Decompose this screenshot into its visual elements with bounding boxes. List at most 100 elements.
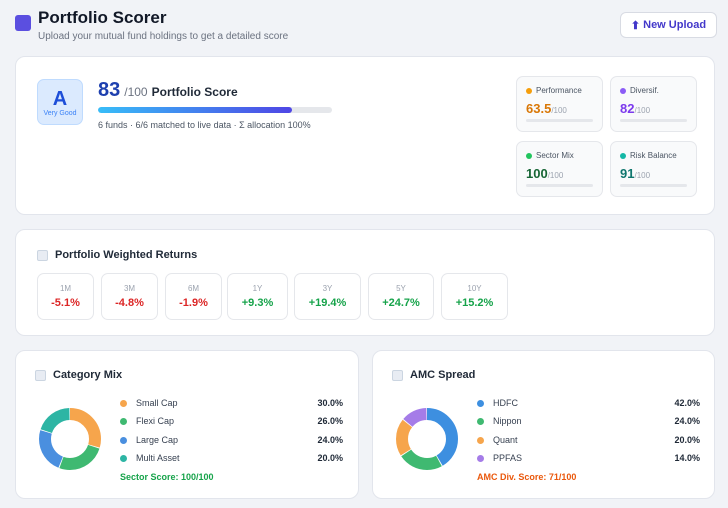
legend-row: Quant 20.0%	[477, 433, 700, 447]
return-value: +19.4%	[308, 297, 347, 309]
metric-label: Risk Balance	[630, 151, 677, 160]
app-header: Portfolio Scorer Upload your mutual fund…	[15, 8, 717, 48]
metric-bar	[620, 119, 687, 122]
legend-row: Multi Asset 20.0%	[120, 451, 343, 465]
metric-dot-icon	[526, 87, 532, 94]
returns-card: Portfolio Weighted Returns 1M -5.1% 3M -…	[15, 229, 715, 336]
metric-dot-icon	[620, 87, 626, 94]
score-card: A Very Good 83 /100 Portfolio Score 6 fu…	[15, 56, 715, 215]
amc-slice-quant	[396, 408, 458, 470]
legend-value: 24.0%	[674, 416, 700, 426]
legend-value: 30.0%	[317, 398, 343, 408]
grade-letter: A	[52, 87, 68, 110]
return-value: +24.7%	[382, 297, 420, 309]
return-period: 3Y	[322, 284, 333, 293]
metric-bar	[526, 184, 593, 187]
new-upload-button[interactable]: ⬆ New Upload	[620, 12, 717, 38]
metric-dot-icon	[526, 152, 532, 159]
legend-row: Small Cap 30.0%	[120, 396, 343, 410]
sector-score-note: Sector Score: 100/100	[120, 472, 214, 482]
app-logo-icon	[15, 15, 31, 31]
return-period: 10Y	[467, 284, 482, 293]
metric-performance: Performance 63.5/100	[516, 76, 603, 132]
return-tile-5y: 5Y +24.7%	[368, 273, 434, 320]
legend-name: PPFAS	[493, 453, 523, 463]
metric-label: Performance	[536, 86, 582, 95]
category-slice-multi-asset	[39, 408, 101, 470]
metric-label: Sector Mix	[536, 151, 574, 160]
returns-icon	[37, 249, 48, 261]
legend-value: 14.0%	[674, 453, 700, 463]
category-icon	[35, 369, 46, 381]
legend-row: Large Cap 24.0%	[120, 433, 343, 447]
returns-title: Portfolio Weighted Returns	[55, 249, 198, 261]
legend-value: 24.0%	[317, 435, 343, 445]
category-slice-flexi-cap	[39, 408, 101, 470]
legend-name: Quant	[493, 435, 518, 445]
metric-diversification: Diversif. 82/100	[610, 76, 697, 132]
return-tile-10y: 10Y +15.2%	[441, 273, 508, 320]
score-progress-track	[98, 107, 332, 113]
metric-value: 91/100	[620, 166, 651, 181]
amc-score-note: AMC Div. Score: 71/100	[477, 472, 577, 482]
legend-row: Flexi Cap 26.0%	[120, 414, 343, 428]
return-period: 3M	[123, 284, 136, 293]
return-period: 6M	[187, 284, 200, 293]
legend-name: Small Cap	[136, 398, 178, 408]
legend-dot-icon	[477, 399, 484, 407]
legend-name: Large Cap	[136, 435, 179, 445]
legend-name: Flexi Cap	[136, 416, 175, 426]
legend-dot-icon	[477, 436, 484, 444]
legend-row: Nippon 24.0%	[477, 414, 700, 428]
legend-dot-icon	[120, 399, 127, 407]
score-title: Portfolio Score	[151, 85, 238, 99]
score-meta: 6 funds · 6/6 matched to live data · Σ a…	[98, 120, 311, 130]
amc-spread-card: AMC Spread HDFC 42.0% Nippon 24.0% Quant…	[372, 350, 715, 499]
metric-bar	[620, 184, 687, 187]
metric-dot-icon	[620, 152, 626, 159]
metric-bar	[526, 119, 593, 122]
legend-value: 26.0%	[317, 416, 343, 426]
legend-value: 20.0%	[317, 453, 343, 463]
category-donut-chart	[39, 408, 101, 470]
legend-name: Multi Asset	[136, 453, 180, 463]
metric-risk-balance: Risk Balance 91/100	[610, 141, 697, 197]
metric-value: 82/100	[620, 101, 651, 116]
legend-name: Nippon	[493, 416, 522, 426]
legend-dot-icon	[120, 436, 127, 444]
return-value: -1.9%	[179, 297, 208, 309]
score-max: /100	[124, 85, 148, 99]
return-tile-1m: 1M -5.1%	[37, 273, 94, 320]
category-mix-card: Category Mix Small Cap 30.0% Flexi Cap 2…	[15, 350, 359, 499]
legend-name: HDFC	[493, 398, 518, 408]
return-tile-6m: 6M -1.9%	[165, 273, 222, 320]
legend-dot-icon	[477, 417, 484, 425]
up-arrow-icon: ⬆	[630, 19, 641, 32]
amc-slice-ppfas	[396, 408, 458, 470]
metric-value: 63.5/100	[526, 101, 567, 116]
category-title: Category Mix	[53, 369, 123, 381]
return-value: +9.3%	[241, 297, 274, 309]
grade-label: Very Good	[43, 109, 77, 117]
score-line: 83 /100 Portfolio Score	[98, 79, 238, 102]
legend-row: PPFAS 14.0%	[477, 451, 700, 465]
return-period: 5Y	[396, 284, 406, 293]
return-value: -5.1%	[51, 297, 80, 309]
return-tile-3y: 3Y +19.4%	[294, 273, 361, 320]
return-value: +15.2%	[455, 297, 494, 309]
legend-dot-icon	[477, 454, 484, 462]
return-tile-3m: 3M -4.8%	[101, 273, 158, 320]
metric-value: 100/100	[526, 166, 564, 181]
legend-dot-icon	[120, 454, 127, 462]
legend-value: 20.0%	[674, 435, 700, 445]
return-value: -4.8%	[115, 297, 144, 309]
app-subtitle: Upload your mutual fund holdings to get …	[38, 31, 289, 42]
return-period: 1M	[59, 284, 72, 293]
return-period: 1Y	[252, 284, 263, 293]
amc-icon	[392, 369, 403, 381]
app-title: Portfolio Scorer	[38, 8, 167, 27]
amc-slice-nippon	[396, 408, 458, 470]
legend-row: HDFC 42.0%	[477, 396, 700, 410]
legend-value: 42.0%	[674, 398, 700, 408]
grade-badge: A Very Good	[37, 79, 83, 125]
